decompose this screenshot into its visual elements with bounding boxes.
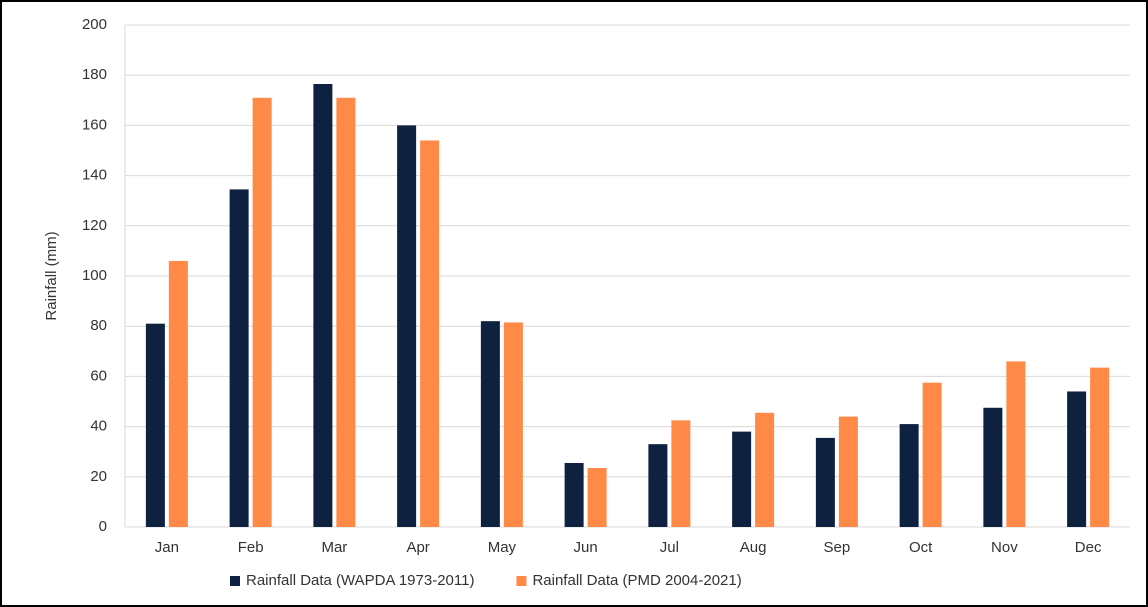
legend-label: Rainfall Data (PMD 2004-2021) (532, 572, 741, 589)
bar (587, 468, 607, 527)
bar (313, 83, 333, 528)
x-tick-label: Oct (909, 539, 933, 556)
y-tick-label: 140 (82, 167, 107, 184)
bar (397, 125, 417, 528)
y-tick-label: 0 (99, 518, 107, 535)
y-tick-label: 80 (90, 317, 107, 334)
bar (145, 323, 165, 527)
bar (815, 437, 835, 527)
bar (564, 462, 584, 527)
x-tick-label: Jun (574, 539, 598, 556)
bar (838, 416, 858, 527)
bar (922, 382, 942, 527)
legend-swatch (516, 576, 527, 586)
bar (168, 260, 188, 527)
y-tick-label: 40 (90, 418, 107, 435)
y-tick-label: 180 (82, 66, 107, 83)
x-tick-label: Dec (1075, 539, 1102, 556)
bar (480, 321, 500, 527)
y-tick-label: 20 (90, 468, 107, 485)
y-tick-label: 200 (82, 16, 107, 33)
bar (503, 322, 523, 527)
x-tick-label: May (488, 539, 517, 556)
legend-label: Rainfall Data (WAPDA 1973-2011) (246, 572, 474, 589)
bar (420, 140, 440, 527)
bar (1067, 391, 1087, 527)
y-tick-label: 120 (82, 217, 107, 234)
x-tick-label: Mar (321, 539, 347, 556)
x-tick-label: Aug (740, 539, 767, 556)
bar (983, 407, 1003, 527)
bar (755, 412, 775, 527)
bar (671, 420, 691, 527)
y-tick-label: 100 (82, 267, 107, 284)
bar (229, 189, 249, 527)
x-tick-label: Feb (238, 539, 264, 556)
x-tick-label: Jul (660, 539, 679, 556)
y-axis-label: Rainfall (mm) (43, 231, 60, 320)
y-tick-label: 160 (82, 116, 107, 133)
x-tick-label: Nov (991, 539, 1018, 556)
y-tick-label: 60 (90, 367, 107, 384)
x-tick-label: Sep (824, 539, 851, 556)
legend-swatch (230, 576, 240, 586)
bar (1006, 361, 1026, 527)
bar (252, 97, 272, 527)
x-tick-label: Jan (155, 539, 179, 556)
bar (1090, 367, 1110, 527)
x-tick-label: Apr (406, 539, 429, 556)
bar (648, 444, 668, 527)
bar (732, 431, 752, 527)
bar (899, 424, 919, 527)
bar (336, 97, 356, 527)
